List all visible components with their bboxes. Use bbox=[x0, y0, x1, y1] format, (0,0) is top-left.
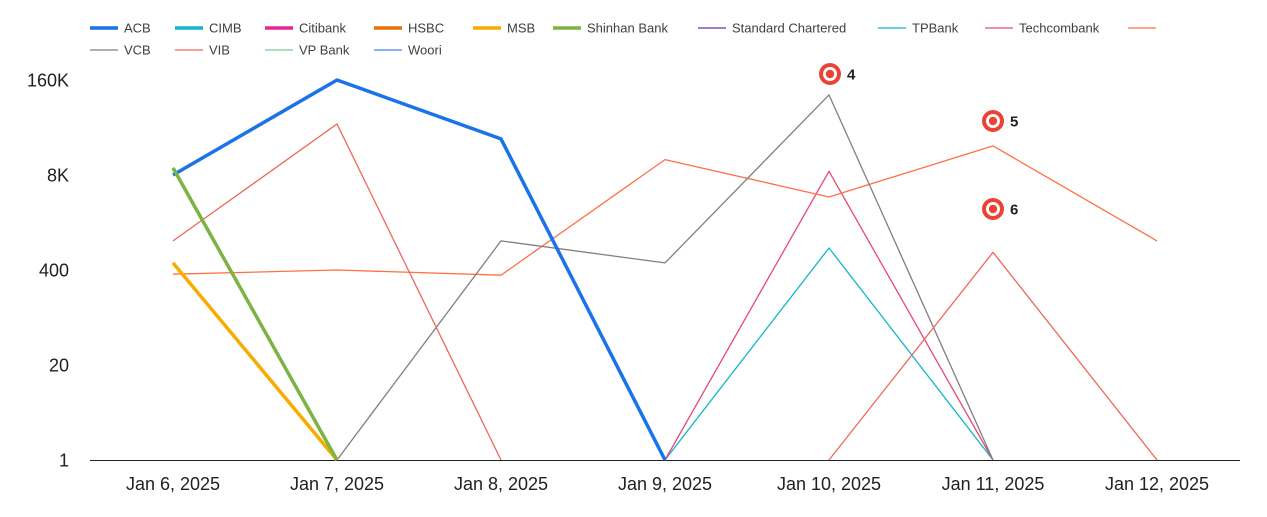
annotation-label: 6 bbox=[1010, 202, 1018, 219]
y-tick-label: 8K bbox=[47, 166, 69, 186]
series-line[interactable] bbox=[664, 170, 994, 461]
legend-label: MSB bbox=[507, 21, 535, 36]
annotation-marker[interactable]: 6 bbox=[982, 198, 1018, 220]
legend-label: Citibank bbox=[299, 21, 346, 36]
legend-item[interactable]: VP Bank bbox=[265, 43, 350, 58]
x-tick-label: Jan 11, 2025 bbox=[942, 474, 1045, 494]
legend-item[interactable]: Standard Chartered bbox=[698, 21, 846, 36]
legend-label: HSBC bbox=[408, 21, 444, 36]
series-line[interactable] bbox=[171, 167, 339, 461]
y-tick-label: 20 bbox=[49, 356, 69, 376]
annotation-label: 5 bbox=[1010, 114, 1018, 131]
legend-item[interactable]: HSBC bbox=[374, 21, 444, 36]
series-line[interactable] bbox=[664, 247, 994, 461]
legend-item[interactable]: ACB bbox=[90, 21, 151, 36]
x-tick-label: Jan 6, 2025 bbox=[126, 474, 220, 494]
legend-item[interactable]: VCB bbox=[90, 43, 151, 58]
x-tick-label: Jan 7, 2025 bbox=[290, 474, 384, 494]
legend-item[interactable]: CIMB bbox=[175, 21, 242, 36]
y-tick-label: 160K bbox=[27, 71, 69, 91]
legend-item[interactable]: Citibank bbox=[265, 21, 346, 36]
annotation-marker[interactable]: 4 bbox=[819, 63, 856, 85]
legend-label: ACB bbox=[124, 21, 151, 36]
legend-label: VP Bank bbox=[299, 43, 350, 58]
x-tick-label: Jan 9, 2025 bbox=[618, 474, 712, 494]
legend-label: VIB bbox=[209, 43, 230, 58]
series-line[interactable] bbox=[172, 123, 1158, 461]
y-tick-label: 400 bbox=[39, 261, 69, 281]
legend-label: Standard Chartered bbox=[732, 21, 846, 36]
y-axis: 1 20 400 8K 160K bbox=[27, 71, 69, 471]
legend-item[interactable]: Techcombank bbox=[985, 21, 1100, 36]
y-tick-label: 1 bbox=[59, 451, 69, 471]
x-tick-label: Jan 8, 2025 bbox=[454, 474, 548, 494]
legend-label: VCB bbox=[124, 43, 151, 58]
series-line[interactable] bbox=[172, 145, 1158, 276]
legend-label: TPBank bbox=[912, 21, 959, 36]
series-line[interactable] bbox=[336, 94, 994, 461]
legend-item[interactable]: Woori bbox=[374, 43, 442, 58]
x-tick-label: Jan 12, 2025 bbox=[1105, 474, 1209, 494]
legend-item[interactable]: MSB bbox=[473, 21, 535, 36]
legend-label: Techcombank bbox=[1019, 21, 1100, 36]
chart-legend: ACB CIMB Citibank HSBC MSB Shinhan Bank Standa… bbox=[90, 21, 1156, 58]
series-line[interactable] bbox=[172, 78, 667, 461]
legend-label: CIMB bbox=[209, 21, 242, 36]
annotations: 4 5 6 bbox=[819, 63, 1018, 220]
legend-item[interactable]: VIB bbox=[175, 43, 230, 58]
legend-label: Woori bbox=[408, 43, 442, 58]
x-axis: Jan 6, 2025 Jan 7, 2025 Jan 8, 2025 Jan 9, … bbox=[90, 460, 1240, 494]
legend-item[interactable]: Shinhan Bank bbox=[553, 21, 668, 36]
legend-item[interactable]: TPBank bbox=[878, 21, 959, 36]
x-tick-label: Jan 10, 2025 bbox=[777, 474, 881, 494]
plot-area bbox=[171, 78, 1158, 462]
series-line[interactable] bbox=[171, 261, 339, 462]
legend-label: Shinhan Bank bbox=[587, 21, 668, 36]
annotation-marker[interactable]: 5 bbox=[982, 110, 1018, 132]
annotation-label: 4 bbox=[847, 67, 856, 84]
